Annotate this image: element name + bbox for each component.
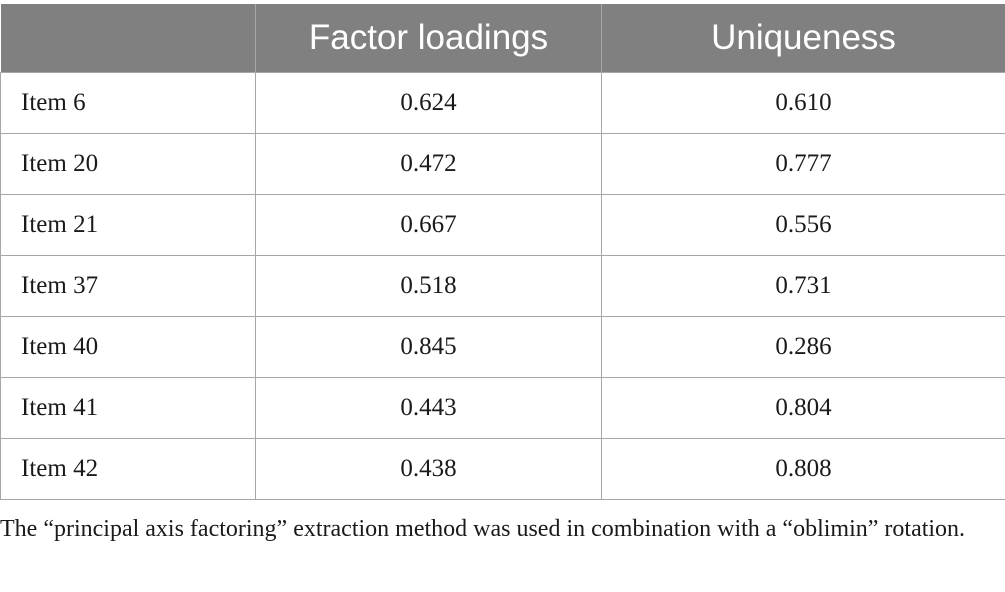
table-row: Item 41 0.443 0.804: [0, 377, 1005, 439]
item-cell: Item 20: [0, 133, 256, 195]
table-footnote: The “principal axis factoring” extractio…: [0, 516, 966, 542]
loading-cell: 0.667: [255, 194, 602, 256]
uniqueness-cell: 0.610: [601, 72, 1005, 134]
factor-table-container: Factor loadings Uniqueness Item 6 0.624 …: [0, 4, 1005, 500]
header-item: [0, 4, 256, 73]
uniqueness-cell: 0.731: [601, 255, 1005, 317]
table-body: Item 6 0.624 0.610 Item 20 0.472 0.777 I…: [0, 72, 1005, 500]
table-header: Factor loadings Uniqueness: [0, 4, 1005, 73]
uniqueness-cell: 0.808: [601, 438, 1005, 500]
item-cell: Item 42: [0, 438, 256, 500]
table-row: Item 42 0.438 0.808: [0, 438, 1005, 500]
loading-cell: 0.845: [255, 316, 602, 378]
loading-cell: 0.472: [255, 133, 602, 195]
table-row: Item 37 0.518 0.731: [0, 255, 1005, 317]
uniqueness-cell: 0.286: [601, 316, 1005, 378]
item-cell: Item 40: [0, 316, 256, 378]
item-cell: Item 37: [0, 255, 256, 317]
header-row: Factor loadings Uniqueness: [0, 4, 1005, 73]
loading-cell: 0.624: [255, 72, 602, 134]
factor-loadings-table: Factor loadings Uniqueness Item 6 0.624 …: [0, 4, 1005, 500]
table-row: Item 6 0.624 0.610: [0, 72, 1005, 134]
item-cell: Item 41: [0, 377, 256, 439]
table-row: Item 21 0.667 0.556: [0, 194, 1005, 256]
loading-cell: 0.518: [255, 255, 602, 317]
uniqueness-cell: 0.556: [601, 194, 1005, 256]
uniqueness-cell: 0.804: [601, 377, 1005, 439]
loading-cell: 0.443: [255, 377, 602, 439]
table-row: Item 40 0.845 0.286: [0, 316, 1005, 378]
header-uniqueness: Uniqueness: [601, 4, 1005, 73]
item-cell: Item 6: [0, 72, 256, 134]
uniqueness-cell: 0.777: [601, 133, 1005, 195]
item-cell: Item 21: [0, 194, 256, 256]
loading-cell: 0.438: [255, 438, 602, 500]
header-factor-loadings: Factor loadings: [255, 4, 602, 73]
table-row: Item 20 0.472 0.777: [0, 133, 1005, 195]
